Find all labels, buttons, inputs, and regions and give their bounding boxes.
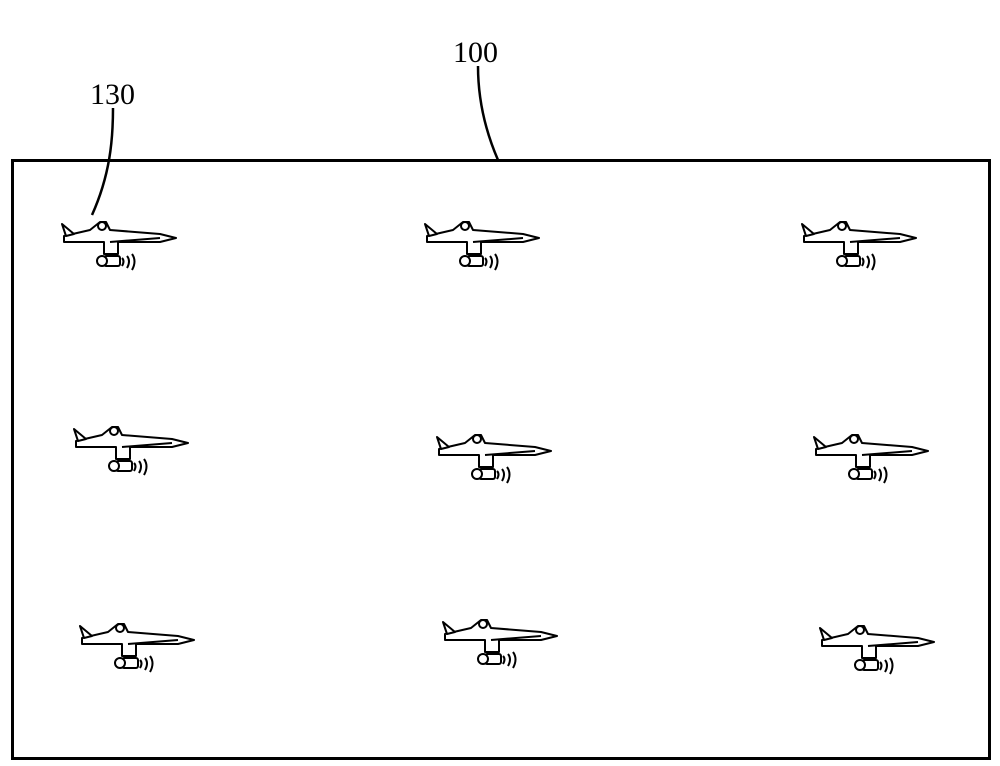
ref-label-130: 130 xyxy=(90,78,135,112)
aircraft-icon xyxy=(800,212,920,272)
aircraft-icon xyxy=(72,417,192,477)
aircraft-icon xyxy=(818,616,938,676)
aircraft-icon xyxy=(60,212,180,272)
aircraft-icon xyxy=(78,614,198,674)
diagram-canvas: 130 100 xyxy=(0,0,1000,766)
aircraft-icon xyxy=(435,425,555,485)
aircraft-icon xyxy=(441,610,561,670)
aircraft-icon xyxy=(423,212,543,272)
aircraft-icon xyxy=(812,425,932,485)
ref-label-100: 100 xyxy=(453,36,498,70)
